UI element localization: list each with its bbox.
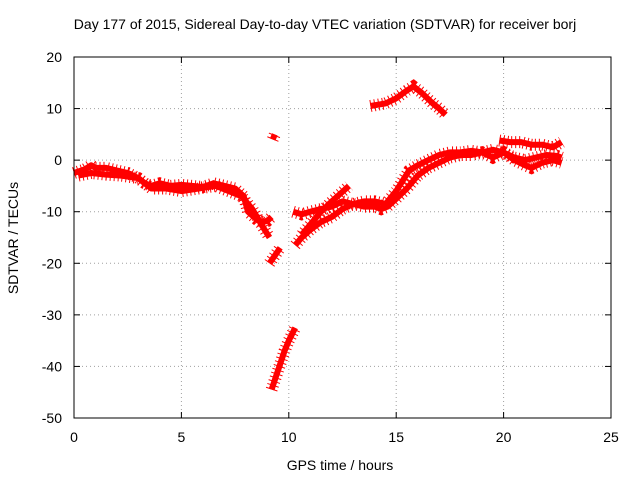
series-arc-2-line xyxy=(77,170,273,240)
series-arc-6-markers xyxy=(291,143,564,221)
y-tick-label: 0 xyxy=(54,152,62,168)
x-tick-label: 0 xyxy=(70,429,78,445)
series-arc-3-markers xyxy=(267,132,281,142)
series-arc-5-line xyxy=(268,326,298,391)
series-arc-10-markers xyxy=(498,134,565,154)
axis-ticks: 0 5 10 15 20 25 20 10 0 -10 -20 -30 -40 -50 xyxy=(42,49,619,445)
y-tick-label: -10 xyxy=(42,204,62,220)
series-arc-7-line xyxy=(292,149,563,248)
x-tick-label: 25 xyxy=(603,429,619,445)
x-tick-label: 15 xyxy=(388,429,404,445)
x-axis-label: GPS time / hours xyxy=(287,457,394,473)
series-arc-1-markers xyxy=(72,158,276,229)
series-arc-4-line xyxy=(267,246,283,266)
grid xyxy=(74,57,611,418)
x-tick-label: 5 xyxy=(178,429,186,445)
y-tick-label: 10 xyxy=(46,101,62,117)
y-tick-label: -30 xyxy=(42,307,62,323)
y-axis-label: SDTVAR / TECUs xyxy=(5,182,21,294)
chart-title: Day 177 of 2015, Sidereal Day-to-day VTE… xyxy=(74,16,576,32)
y-tick-label: -40 xyxy=(42,358,62,374)
series-arc-9-markers xyxy=(369,79,450,120)
y-tick-label: 20 xyxy=(46,49,62,65)
y-tick-label: -50 xyxy=(42,410,62,426)
y-tick-label: -20 xyxy=(42,255,62,271)
series-arc-8-line xyxy=(299,183,351,237)
series-layer xyxy=(72,79,565,392)
x-tick-label: 10 xyxy=(281,429,297,445)
plot-frame xyxy=(73,56,612,419)
x-tick-label: 20 xyxy=(496,429,512,445)
